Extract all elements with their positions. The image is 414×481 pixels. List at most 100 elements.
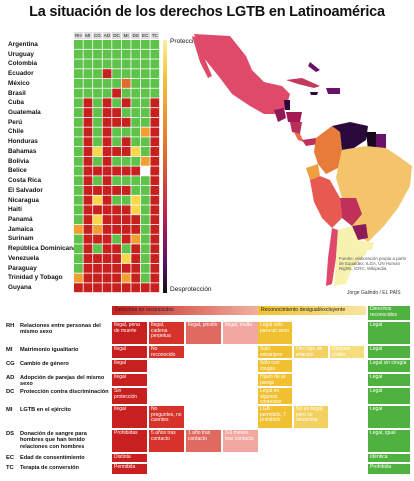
legend-code: TC [6,465,14,471]
country-label: Paraguay [8,264,37,272]
heatmap-cell [131,127,141,137]
heatmap-cell [112,69,121,79]
heatmap-cell [112,49,121,59]
heatmap-cell [93,49,102,59]
country-label: Panamá [8,215,33,223]
legend-cell-no: No preguntes, no cuentes [149,406,184,428]
heatmap-cell [150,166,160,176]
heatmap-cell [131,195,141,205]
legend-code: MI [6,347,13,353]
heatmap-cell [140,176,150,186]
heatmap-cell [131,224,141,234]
heatmap-cell [131,254,141,264]
heatmap-cell [121,215,131,225]
heatmap-cell [83,273,93,283]
heatmap-cell [83,195,93,205]
column-header-2: CG [93,32,103,39]
heatmap-grid [74,40,160,293]
heatmap-cell [102,108,112,118]
heatmap-cell [131,69,141,79]
heatmap-cell [83,234,93,244]
legend-cell-desigual: LGB permitido, T prohibido [258,406,292,428]
heatmap-cell [150,69,160,79]
heatmap-cell [102,224,112,234]
map-costa-rica [294,132,304,142]
country-label: Perú [8,118,23,126]
heatmap-cell [121,263,131,273]
heatmap-cell [150,147,160,156]
heatmap-cell [112,254,121,264]
heatmap-cell [74,49,83,59]
map-belice [284,100,290,110]
heatmap-cell [83,156,93,166]
map-uruguay [366,242,374,250]
legend-label: Adopción de parejas del mismo sexo [20,375,105,388]
country-label: Guyana [8,283,32,291]
legend-label: LGTB en el ejército [20,407,71,413]
heatmap-cell [74,273,83,283]
legend-cell-no: 5 años tras contacto [149,430,184,452]
map-colombia [314,126,342,174]
heatmap-cell [112,78,121,88]
legend-cell-reconocido: Legal [368,322,410,344]
heatmap-cell [83,98,93,108]
legend-cell-desigual: Uniones civiles [330,346,364,358]
heatmap-cell [83,215,93,225]
heatmap-cell [112,127,121,137]
map-credit: Jorge Galindo / EL PAÍS [347,290,401,296]
heatmap-cell [131,98,141,108]
heatmap-cell [121,49,131,59]
heatmap-cell [102,59,112,69]
legend-cell-no: No reconocido [149,346,184,358]
heatmap-cell [131,234,141,244]
heatmap-cell [150,78,160,88]
map-mexico [194,34,290,114]
heatmap-cell [150,185,160,195]
legend-cell-reconocido: Legal sin cirugía [368,360,410,372]
heatmap-cell [102,137,112,147]
country-label: Chile [8,128,24,136]
heatmap-cell [102,88,112,98]
heatmap-cell [83,137,93,147]
heatmap-cell [121,88,131,98]
heatmap-cell [83,176,93,186]
country-label: Colombia [8,60,38,68]
map-surinam [376,134,386,148]
heatmap-cell [74,147,83,156]
heatmap-cell [121,244,131,254]
heatmap-cell [150,273,160,283]
heatmap-cell [140,234,150,244]
heatmap-cell [150,40,160,49]
heatmap-cell [93,127,102,137]
country-label: Argentina [8,41,38,48]
column-header-0: RH [74,32,84,39]
heatmap-cell [112,59,121,69]
heatmap-cell [102,244,112,254]
heatmap-cell [131,117,141,127]
heatmap-cell [150,127,160,137]
legend-code: CG [6,361,15,367]
heatmap-cell [83,147,93,156]
heatmap-cell [102,69,112,79]
heatmap-cell [112,283,121,293]
legend-table: Derechos no reconocidos Reconocimiento de… [0,304,414,481]
column-header-3: AD [102,32,113,39]
map-guyana [366,132,376,150]
heatmap-cell [83,108,93,118]
heatmap-cell [150,234,160,244]
heatmap-cell [102,195,112,205]
heatmap-cell [140,78,150,88]
heatmap-cell [140,117,150,127]
legend-cell-reconocido: Legal, igual [368,430,410,452]
heatmap-cell [140,108,150,118]
heatmap-cell [140,59,150,69]
legend-label: Donación de sangre para hombres que han … [20,431,87,450]
heatmap-cell [131,59,141,69]
heatmap-cell [102,156,112,166]
heatmap-cell [112,98,121,108]
heatmap-cell [140,49,150,59]
heatmap-cell [121,185,131,195]
heatmap-cell [121,127,131,137]
heatmap-cell [121,283,131,293]
heatmap-cell [140,254,150,264]
